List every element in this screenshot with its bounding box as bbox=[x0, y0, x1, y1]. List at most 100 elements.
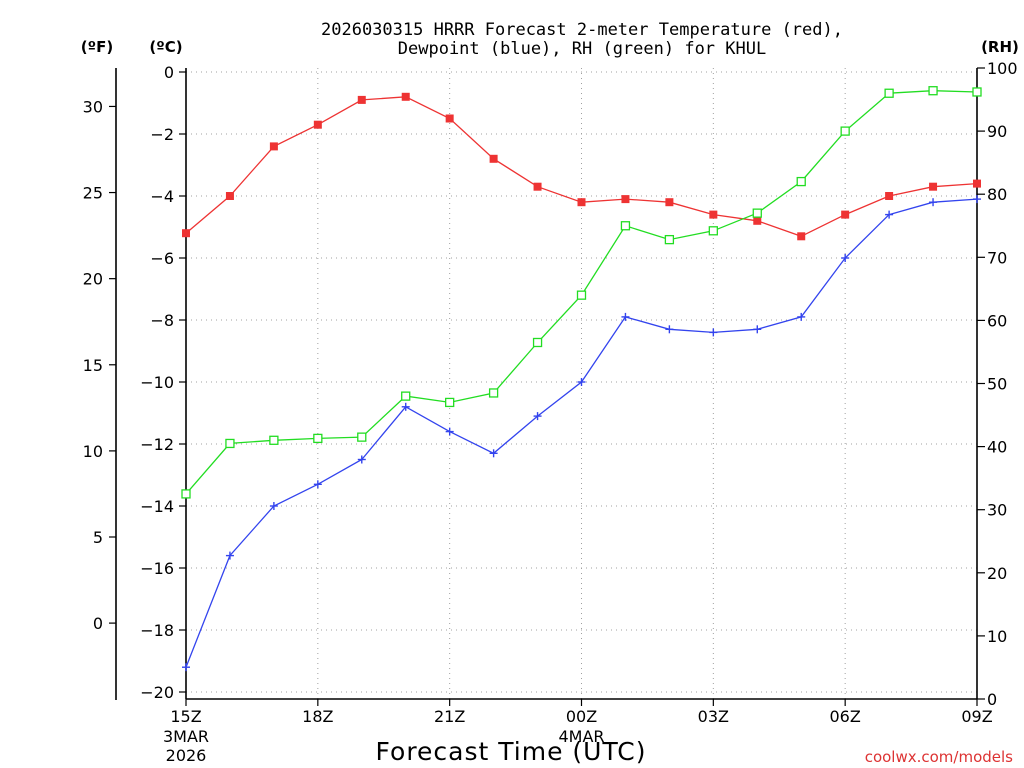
rh-unit-label: (RH) bbox=[981, 38, 1019, 56]
rh-tick-label: 70 bbox=[987, 248, 1007, 267]
temperature-point bbox=[489, 154, 498, 163]
rh-tick-label: 100 bbox=[987, 59, 1018, 78]
temperature-point bbox=[841, 210, 850, 219]
rh-point bbox=[972, 87, 982, 97]
celsius-tick-label: −12 bbox=[140, 435, 174, 454]
temperature-point bbox=[269, 142, 278, 151]
temperature-point bbox=[753, 216, 762, 225]
celsius-tick-label: 0 bbox=[164, 63, 174, 82]
rh-series bbox=[181, 86, 982, 499]
dewpoint-point bbox=[929, 198, 938, 207]
data-series bbox=[181, 86, 982, 672]
rh-point bbox=[181, 489, 191, 499]
temperature-point bbox=[885, 192, 894, 200]
chart-title-line2: Dewpoint (blue), RH (green) for KHUL bbox=[398, 39, 766, 59]
dewpoint-point bbox=[665, 325, 674, 334]
fahrenheit-tick-label: 5 bbox=[93, 528, 103, 547]
celsius-tick-label: −16 bbox=[140, 559, 174, 578]
rh-point bbox=[313, 433, 323, 444]
dewpoint-point bbox=[445, 427, 454, 436]
rh-tick-label: 90 bbox=[987, 122, 1007, 141]
dewpoint-point bbox=[797, 312, 806, 321]
x-tick-date-label: 4MAR bbox=[558, 727, 604, 746]
rh-point bbox=[708, 226, 718, 236]
dewpoint-point bbox=[621, 312, 630, 321]
temperature-point bbox=[577, 198, 586, 207]
rh-tick-label: 0 bbox=[987, 690, 997, 709]
rh-point bbox=[664, 234, 675, 245]
x-tick-label: 21Z bbox=[434, 707, 465, 726]
axes: 0−2−4−6−8−10−12−14−16−18−203025201510500… bbox=[83, 59, 1018, 765]
x-tick-year-label: 2026 bbox=[166, 746, 207, 765]
x-axis-title: Forecast Time (UTC) bbox=[376, 737, 647, 766]
celsius-tick-label: −6 bbox=[150, 249, 174, 268]
celsius-tick-label: −14 bbox=[140, 497, 174, 516]
x-tick-label: 09Z bbox=[961, 707, 992, 726]
temperature-series bbox=[182, 92, 981, 241]
celsius-tick-label: −8 bbox=[150, 311, 174, 330]
rh-point bbox=[576, 290, 587, 300]
rh-point bbox=[225, 438, 235, 449]
rh-tick-label: 20 bbox=[987, 564, 1007, 583]
dewpoint-point bbox=[313, 480, 322, 489]
rh-point bbox=[752, 208, 762, 218]
fahrenheit-tick-label: 30 bbox=[83, 97, 103, 116]
dewpoint-point bbox=[753, 325, 762, 334]
rh-tick-label: 30 bbox=[987, 501, 1007, 520]
temperature-point bbox=[225, 192, 234, 200]
rh-point bbox=[532, 337, 543, 348]
dewpoint-point bbox=[357, 455, 366, 464]
temperature-point bbox=[313, 120, 322, 129]
temperature-point bbox=[797, 232, 806, 241]
dewpoint-point bbox=[709, 328, 718, 337]
rh-point bbox=[928, 86, 938, 96]
rh-tick-label: 50 bbox=[987, 375, 1007, 394]
x-tick-label: 00Z bbox=[566, 707, 597, 726]
dewpoint-point bbox=[885, 210, 894, 219]
celsius-tick-label: −18 bbox=[140, 621, 174, 640]
fahrenheit-tick-label: 10 bbox=[83, 442, 103, 461]
dewpoint-series bbox=[182, 195, 981, 672]
fahrenheit-tick-label: 15 bbox=[83, 356, 103, 375]
rh-point bbox=[620, 221, 631, 231]
fahrenheit-tick-label: 0 bbox=[93, 614, 103, 633]
dewpoint-point bbox=[973, 195, 981, 204]
celsius-tick-label: −10 bbox=[140, 373, 174, 392]
rh-tick-label: 80 bbox=[987, 185, 1007, 204]
temperature-point bbox=[665, 198, 674, 207]
dewpoint-point bbox=[225, 551, 234, 560]
dewpoint-point bbox=[269, 502, 278, 510]
rh-tick-label: 40 bbox=[987, 438, 1007, 457]
celsius-tick-label: −2 bbox=[150, 125, 174, 144]
temperature-point bbox=[709, 210, 718, 219]
rh-tick-label: 60 bbox=[987, 311, 1007, 330]
dewpoint-point bbox=[401, 402, 410, 411]
celsius-tick-label: −20 bbox=[140, 683, 174, 702]
x-tick-date-label: 3MAR bbox=[163, 727, 209, 746]
rh-point bbox=[357, 432, 367, 442]
fahrenheit-tick-label: 20 bbox=[83, 270, 103, 289]
temperature-point bbox=[929, 182, 938, 191]
celsius-unit-label: (ºC) bbox=[149, 38, 182, 56]
dewpoint-point bbox=[577, 378, 586, 386]
x-tick-label: 03Z bbox=[698, 707, 729, 726]
rh-point bbox=[401, 391, 411, 401]
chart-title-line1: 2026030315 HRRR Forecast 2-meter Tempera… bbox=[321, 20, 843, 40]
fahrenheit-tick-label: 25 bbox=[83, 184, 103, 203]
dewpoint-point bbox=[489, 449, 498, 458]
rh-point bbox=[796, 176, 806, 187]
rh-point bbox=[269, 435, 279, 445]
rh-point bbox=[884, 88, 894, 98]
temperature-point bbox=[357, 95, 366, 104]
x-tick-label: 06Z bbox=[830, 707, 861, 726]
watermark: coolwx.com/models bbox=[865, 748, 1013, 766]
x-tick-label: 15Z bbox=[170, 707, 201, 726]
rh-point bbox=[840, 126, 850, 136]
dewpoint-point bbox=[533, 412, 542, 421]
fahrenheit-unit-label: (ºF) bbox=[81, 38, 113, 56]
rh-point bbox=[445, 397, 455, 408]
temperature-point bbox=[621, 195, 630, 204]
rh-point bbox=[488, 388, 499, 398]
